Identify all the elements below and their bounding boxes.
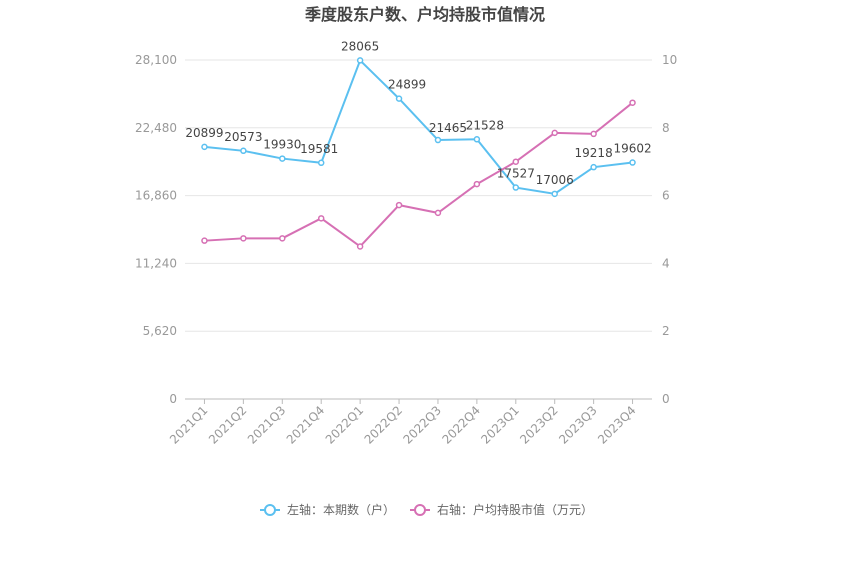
data-label: 28065	[341, 39, 379, 53]
data-label: 24899	[388, 78, 426, 92]
data-label: 19581	[300, 142, 338, 156]
left-axis-tick-label: 5,620	[143, 324, 177, 338]
data-label: 21528	[466, 118, 504, 132]
data-label: 17006	[536, 173, 574, 187]
gridlines	[185, 59, 652, 332]
series-lines	[201, 57, 636, 250]
data-label: 17527	[497, 167, 535, 181]
data-point	[512, 158, 520, 165]
data-point	[356, 57, 364, 64]
left-axis-tick-label: 0	[169, 392, 177, 406]
right-axis-tick-label: 10	[662, 53, 677, 67]
x-axis-tick-label: 2023Q3	[556, 403, 600, 447]
axes: 0 5,620 11,240 16,860 22,480 28,100 0 2 4 6 8 10 202…	[135, 53, 677, 447]
x-axis-tick-label: 2023Q4	[595, 403, 639, 447]
data-point	[512, 184, 520, 191]
data-point	[590, 130, 597, 138]
legend-label: 右轴：户均持股市值（万元）	[437, 502, 593, 517]
x-axis-tick-label: 2022Q2	[362, 403, 406, 447]
data-point	[629, 99, 636, 106]
data-point	[317, 159, 325, 167]
right-axis-tick-label: 8	[662, 121, 670, 135]
series-line-shareholder-count	[204, 58, 633, 195]
data-point	[240, 147, 247, 155]
right-axis-tick-label: 2	[662, 324, 670, 338]
x-axis-tick-label: 2022Q4	[439, 403, 483, 447]
data-point	[434, 209, 442, 217]
left-axis-tick-label: 28,100	[135, 53, 177, 67]
data-point	[279, 155, 286, 162]
data-point	[395, 201, 403, 209]
data-point	[551, 190, 558, 198]
left-axis-tick-label: 16,860	[135, 189, 177, 203]
legend-label: 左轴：本期数（户）	[287, 502, 395, 517]
data-point	[629, 159, 636, 166]
x-axis-tick-label: 2021Q4	[284, 403, 328, 447]
series-line-avg-holding-value	[204, 101, 634, 248]
data-label: 20573	[224, 130, 262, 144]
data-point	[317, 215, 325, 222]
data-label: 21465	[429, 121, 467, 135]
legend-marker	[414, 504, 426, 516]
data-point	[590, 163, 597, 171]
chart-title: 季度股东户数、户均持股市值情况	[304, 5, 545, 24]
x-axis-tick-label: 2021Q1	[167, 403, 211, 447]
data-point	[551, 129, 558, 137]
data-label: 20899	[185, 126, 223, 140]
legend-marker	[264, 504, 276, 516]
data-point	[279, 235, 286, 242]
x-axis-tick-label: 2023Q1	[478, 403, 522, 447]
data-label: 19218	[575, 146, 613, 160]
data-point	[356, 243, 364, 250]
data-label: 19602	[613, 142, 651, 156]
legend-item-shareholder-count[interactable]: 左轴：本期数（户）	[260, 502, 395, 517]
data-point	[240, 235, 247, 242]
data-point	[395, 95, 403, 102]
x-axis-tick-label: 2022Q3	[401, 403, 445, 447]
x-axis-tick-label: 2022Q1	[323, 403, 367, 447]
right-axis-tick-label: 0	[662, 392, 670, 406]
x-axis-tick-label: 2021Q2	[206, 403, 250, 447]
data-point	[434, 136, 442, 144]
x-axis-tick-label: 2023Q2	[517, 403, 561, 447]
legend-item-avg-holding-value[interactable]: 右轴：户均持股市值（万元）	[410, 502, 593, 517]
data-label: 19930	[263, 138, 301, 152]
left-axis-tick-label: 11,240	[135, 256, 177, 270]
data-point	[473, 180, 481, 188]
data-point	[201, 237, 208, 244]
left-axis-tick-label: 22,480	[135, 121, 177, 135]
legend: 左轴：本期数（户） 右轴：户均持股市值（万元）	[260, 502, 593, 517]
data-point	[201, 143, 208, 151]
right-axis-tick-label: 6	[662, 189, 670, 203]
data-point	[473, 136, 481, 143]
x-axis-tick-label: 2021Q3	[245, 403, 289, 447]
right-axis-tick-label: 4	[662, 256, 670, 270]
